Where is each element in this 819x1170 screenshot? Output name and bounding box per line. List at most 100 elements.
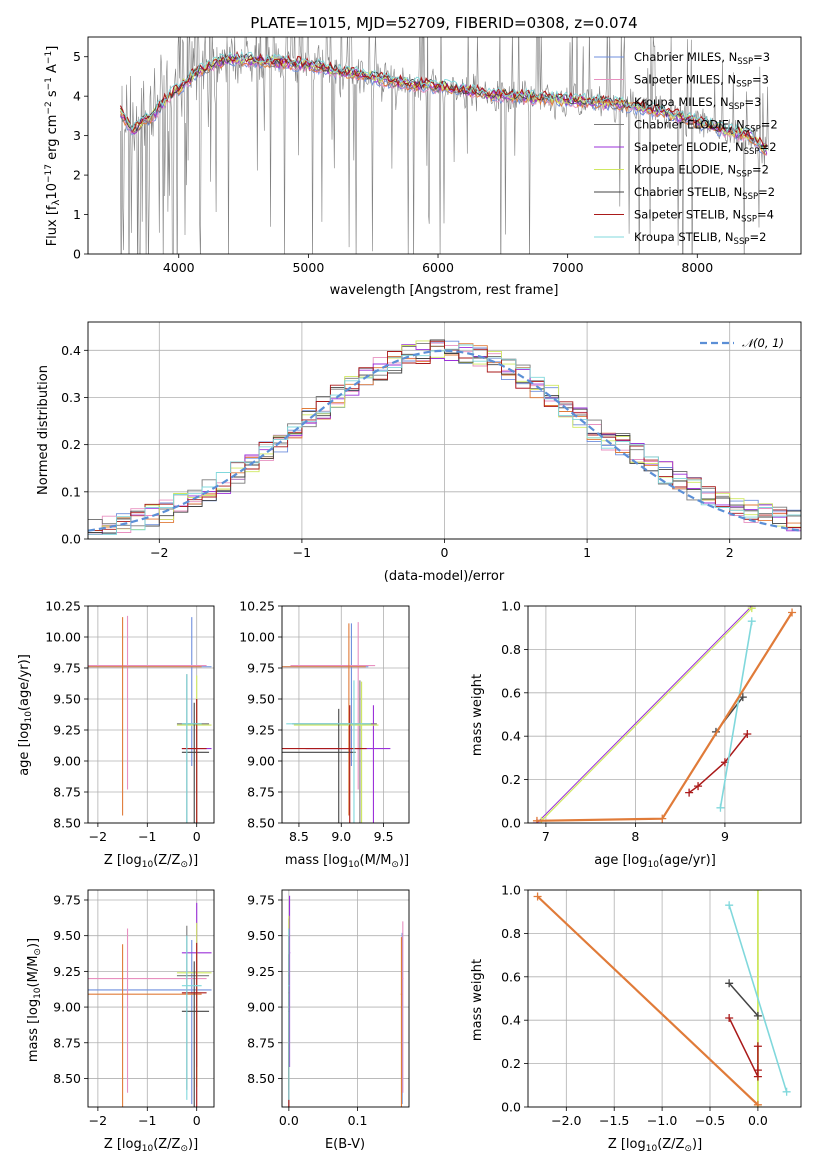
- legend-sub: SSP: [741, 215, 757, 225]
- ebv-mass-ytick-label: 9.75: [247, 892, 275, 907]
- mass-age-axes: 8.5 9.0 9.5 8.50 8.75 9.00 9.25 9.50 9.75 10.00 10…: [239, 599, 410, 844]
- age-weight-ytick-label: 1.0: [501, 599, 521, 614]
- z-age-frame: [87, 605, 215, 824]
- z-weight-ytick-label: 0.0: [501, 1100, 521, 1115]
- z-mass-ytick-label: 9.00: [53, 1000, 81, 1015]
- spectrum-xtick-label: 6000: [422, 260, 454, 275]
- legend-nssp: =3: [753, 50, 770, 64]
- age-weight-xtick-label: 8: [631, 829, 639, 844]
- mass-age-xtick-label: 8.5: [289, 829, 309, 844]
- age-weight-ytick-label: 0.0: [501, 816, 521, 831]
- residuals-xtick-label: 0: [441, 545, 449, 560]
- z-weight-ytick-label: 1.0: [501, 883, 521, 898]
- normal-curve: [88, 349, 801, 532]
- z-age-ytick-label: 8.50: [53, 816, 81, 831]
- z-weight-xlabel: Z [log10(Z/Z⊙)]: [608, 1137, 702, 1154]
- age-weight-marker: [685, 788, 694, 797]
- residuals-xtick-label: −1: [293, 545, 311, 560]
- age-weight-marker: [747, 606, 756, 613]
- residuals-xtick-label: −2: [150, 545, 168, 560]
- z-age-ytick-label: 10.00: [45, 630, 81, 645]
- z-age-plot-area: [88, 615, 212, 823]
- z-weight-frame: [527, 889, 802, 1108]
- z-age-ytick-label: 9.25: [53, 723, 81, 738]
- ebv-mass-frame: [281, 889, 410, 1108]
- residuals-ytick-label: 0.1: [61, 484, 81, 499]
- residuals-xtick-label: 1: [583, 545, 591, 560]
- spectrum-ytick-label: 5: [73, 49, 81, 64]
- age-weight-ytick-label: 0.2: [501, 772, 521, 787]
- mass-age-ytick-label: 9.75: [247, 661, 275, 676]
- spectrum-frame: [87, 36, 802, 255]
- legend-entry-0: Chabrier MILES, NSSP=3: [634, 50, 770, 67]
- mass-age-ytick-label: 9.25: [247, 723, 275, 738]
- residuals-ytick-label: 0.4: [61, 343, 81, 358]
- legend-sub: SSP: [744, 147, 760, 157]
- residuals-axes: −2 −1 0 1 2 0.0 0.1 0.2 0.3 0.4: [61, 321, 802, 560]
- age-weight-frame: [527, 605, 802, 824]
- z-weight-ytick-label: 0.4: [501, 1013, 521, 1028]
- legend-sub: SSP: [736, 170, 752, 180]
- z-weight-marker: [725, 901, 734, 910]
- residuals-ytick-label: 0.2: [61, 437, 81, 452]
- z-weight-marker: [753, 890, 762, 894]
- z-mass-ytick-label: 9.75: [53, 892, 81, 907]
- mass-age-xlabel: mass [log10(M/M⊙)]: [285, 853, 409, 870]
- legend-sub: SSP: [742, 192, 758, 202]
- z-mass-xtick-label: 0: [193, 1113, 201, 1128]
- legend-entry-7: Salpeter STELIB, NSSP=4: [634, 208, 774, 225]
- age-weight-line-0: [536, 606, 753, 823]
- spectrum-plot-area: [119, 37, 769, 254]
- z-weight-marker: [782, 1087, 791, 1096]
- ebv-mass-ytick-label: 8.75: [247, 1035, 275, 1050]
- legend-sub: SSP: [745, 125, 761, 135]
- normal-legend-label: 𝒩(0, 1): [742, 336, 784, 350]
- z-weight-marker: [753, 1042, 762, 1051]
- model-fit-2: [119, 55, 767, 155]
- age-weight-plot-area: [532, 606, 797, 823]
- legend-entry-8: Kroupa STELIB, NSSP=2: [634, 230, 766, 247]
- mass-age-ytick-label: 8.75: [247, 785, 275, 800]
- z-mass-xlabel: Z [log10(Z/Z⊙)]: [104, 1137, 198, 1154]
- z-mass-xtick-label: −2: [89, 1113, 107, 1128]
- z-weight-xtick-label: −0.5: [695, 1113, 725, 1128]
- mass-age-plot-area: [282, 622, 391, 823]
- age-weight-ylabel: mass weight: [470, 674, 485, 756]
- residuals-ylabel: Normed distribution: [36, 365, 51, 495]
- residual-hist-8: [88, 344, 801, 535]
- z-weight-ytick-label: 0.2: [501, 1056, 521, 1071]
- spectrum-xtick-label: 4000: [163, 260, 195, 275]
- z-mass-ytick-label: 9.25: [53, 964, 81, 979]
- legend-entry-6: Chabrier STELIB, NSSP=2: [634, 185, 775, 202]
- z-age-ytick-label: 10.25: [45, 599, 81, 614]
- age-weight-ytick-label: 0.6: [501, 685, 521, 700]
- z-weight-ytick-label: 0.8: [501, 926, 521, 941]
- legend-nssp: =3: [752, 73, 769, 87]
- z-weight-marker: [725, 979, 734, 988]
- spectrum-ytick-label: 0: [73, 247, 81, 262]
- z-age-xtick-label: 0: [193, 829, 201, 844]
- residuals-ytick-label: 0.0: [61, 532, 81, 547]
- z-mass-axes: −2 −1 0 8.50 8.75 9.00 9.25 9.50 9.75: [53, 889, 215, 1128]
- spectrum-xtick-label: 7000: [552, 260, 584, 275]
- residual-hist-4: [88, 344, 801, 535]
- legend-entry-1: Salpeter MILES, NSSP=3: [634, 73, 769, 90]
- ebv-mass-xtick-label: 0.1: [348, 1113, 368, 1128]
- age-weight-xlabel: age [log10(age/yr)]: [594, 853, 716, 870]
- model-fit-8: [120, 50, 767, 150]
- age-weight-line-1: [540, 607, 753, 822]
- ebv-mass-axes: 0.0 0.1 8.50 8.75 9.00 9.25 9.50 9.75: [247, 889, 410, 1128]
- z-mass-ylabel: mass [log10(M/M⊙)]: [26, 938, 43, 1062]
- z-weight-ylabel: mass weight: [470, 959, 485, 1041]
- mass-age-ytick-label: 9.00: [247, 754, 275, 769]
- legend-nssp: =2: [758, 185, 775, 199]
- mass-age-xtick-label: 9.5: [374, 829, 394, 844]
- z-weight-line-4: [536, 895, 759, 1106]
- legend-nssp: =2: [760, 140, 777, 154]
- z-age-axes: −2 −1 0 8.50 8.75 9.00 9.25 9.50 9.75 10.00 10.25: [45, 599, 215, 844]
- legend-nssp: =3: [744, 95, 761, 109]
- ebv-mass-xlabel: E(B-V): [325, 1137, 365, 1152]
- z-age-ylabel: age [log10(age/yr)]: [17, 654, 34, 776]
- z-mass-ytick-label: 8.50: [53, 1071, 81, 1086]
